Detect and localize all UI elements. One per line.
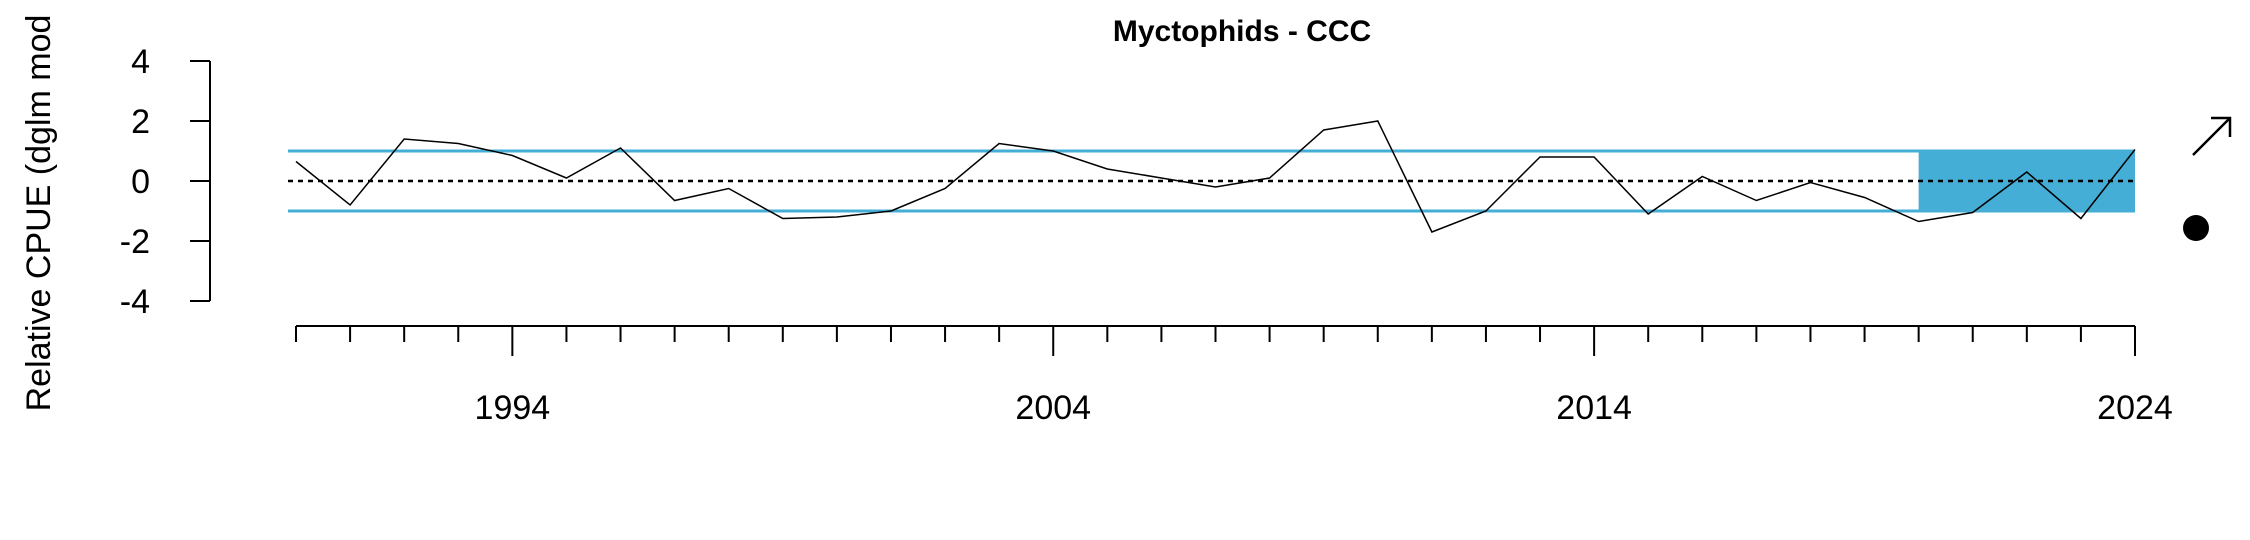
plot-area: 4 2 0 -2 -4 1994 2004 2014 2024	[120, 43, 2232, 427]
x-tick-label: 1994	[475, 389, 551, 427]
chart-title: Myctophids - CCC	[1113, 15, 1371, 48]
y-tick-label: 4	[131, 43, 150, 81]
x-tick-label: 2014	[1556, 389, 1632, 427]
mean-status-dot-icon	[2183, 215, 2209, 241]
series-line-0	[295, 120, 2136, 233]
trend-arrow-head-icon	[2211, 116, 2232, 137]
y-tick-label: -2	[120, 223, 150, 261]
y-tick-label: 0	[131, 163, 150, 201]
y-axis-label: Relative CPUE (dglm mod	[20, 15, 58, 412]
trend-arrow-icon	[2192, 117, 2231, 156]
y-tick-label: 2	[131, 103, 150, 141]
y-tick-label: -4	[120, 283, 150, 321]
x-tick-label: 2004	[1015, 389, 1091, 427]
x-tick-label: 2024	[2097, 389, 2173, 427]
